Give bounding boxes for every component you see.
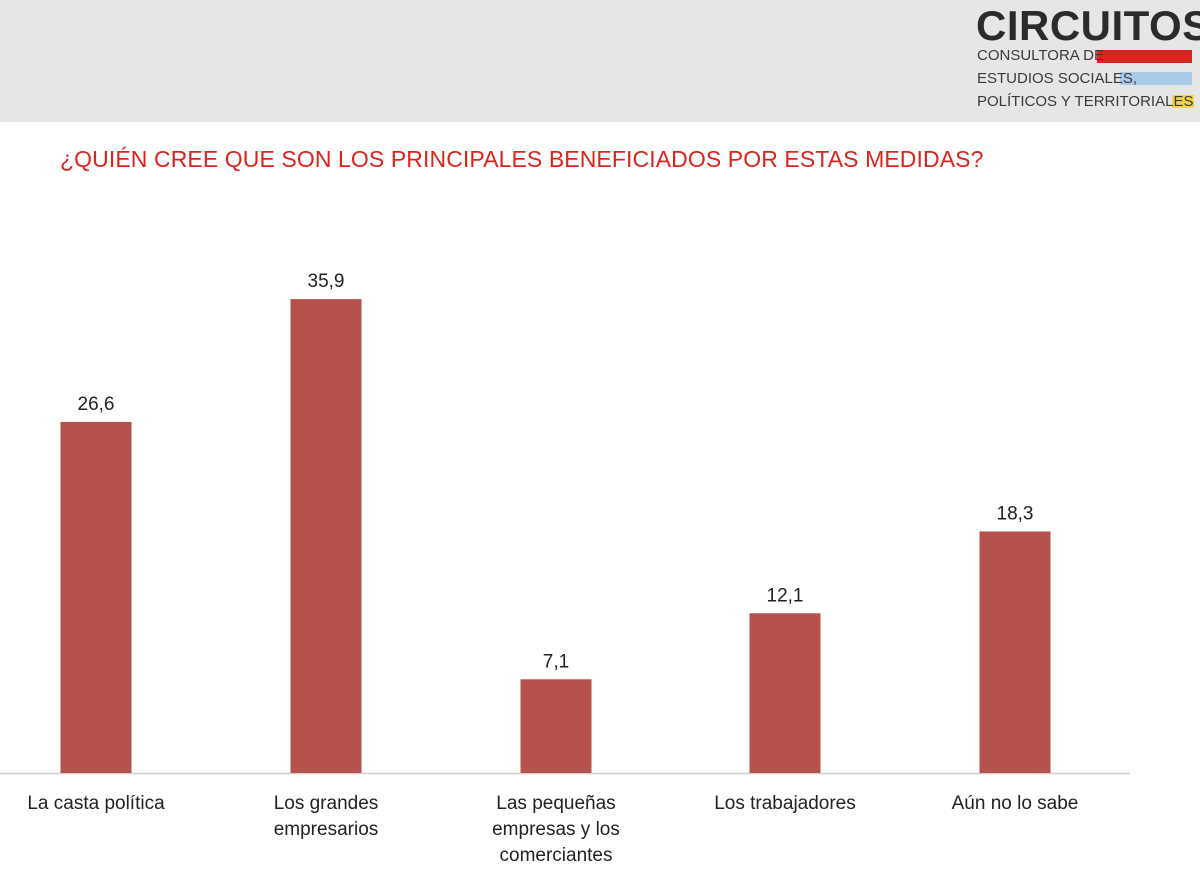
category-label: empresas y los — [492, 819, 620, 840]
bar-value-label: 18,3 — [997, 503, 1034, 524]
circuitos-logo: CIRCUITOS CONSULTORA DE ESTUDIOS SOCIALE… — [972, 0, 1200, 122]
bar-value-label: 7,1 — [543, 651, 569, 672]
category-label: empresarios — [274, 819, 379, 840]
bar-value-label: 26,6 — [78, 394, 115, 415]
logo-line-2: ESTUDIOS SOCIALES, — [977, 70, 1138, 87]
bar — [979, 531, 1051, 773]
bar — [520, 679, 592, 773]
bar-value-label: 35,9 — [308, 271, 345, 292]
logo-flag-yellow-stripe — [1172, 95, 1194, 108]
chart-title: ¿QUIÉN CREE QUE SON LOS PRINCIPALES BENE… — [60, 146, 984, 172]
header-band — [0, 0, 1200, 122]
category-label: Los grandes — [274, 793, 379, 814]
bar — [290, 299, 362, 773]
bar — [749, 613, 821, 773]
bar-value-label: 12,1 — [767, 585, 804, 606]
logo-flag-red-stripe — [1097, 50, 1192, 63]
bar — [60, 421, 132, 773]
category-label: Los trabajadores — [714, 793, 856, 814]
category-label: Las pequeñas — [496, 793, 615, 814]
logo-flag-blue-stripe — [1120, 72, 1192, 85]
logo-line-3: POLÍTICOS Y TERRITORIALES — [977, 93, 1194, 110]
category-label: comerciantes — [500, 845, 613, 866]
category-label: Aún no lo sabe — [952, 793, 1079, 814]
logo-line-1: CONSULTORA DE — [977, 47, 1104, 64]
logo-name: CIRCUITOS — [976, 2, 1200, 49]
category-label: La casta política — [27, 793, 165, 814]
